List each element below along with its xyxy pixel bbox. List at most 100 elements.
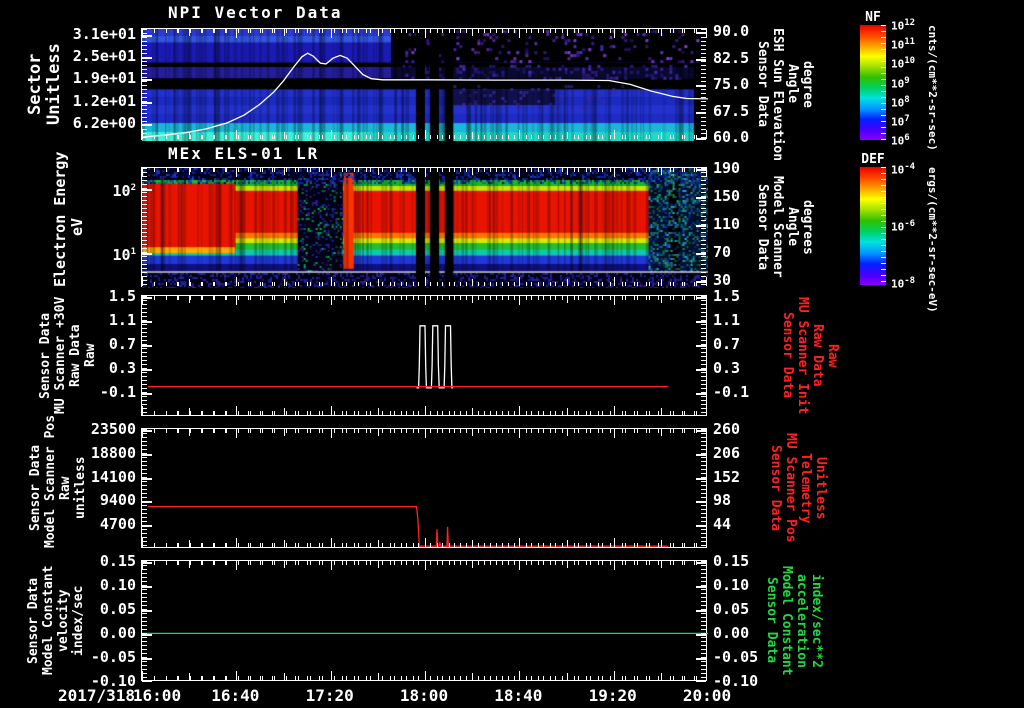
x-tick xyxy=(212,543,214,547)
x-tick xyxy=(684,543,686,547)
x-tick xyxy=(330,130,332,139)
x-tick xyxy=(259,411,261,415)
y-tick-label-right: 0.05 xyxy=(713,600,750,618)
x-tick xyxy=(389,429,391,433)
modelconst-series-plot xyxy=(142,632,708,635)
axis-title-line: index/sec**2 xyxy=(809,573,824,668)
x-tick xyxy=(189,408,191,415)
scannerpos-series-plot xyxy=(147,505,669,547)
x-tick xyxy=(413,135,415,139)
x-tick xyxy=(706,538,707,547)
y-tick-right xyxy=(696,321,706,324)
x-tick xyxy=(531,543,533,547)
x-tick xyxy=(660,540,662,547)
x-tick xyxy=(507,282,509,286)
x-tick xyxy=(177,411,179,415)
x-tick xyxy=(460,411,462,415)
npi-spectrogram xyxy=(142,29,708,141)
npi-line xyxy=(141,52,709,138)
x-tick xyxy=(554,135,556,139)
x-tick xyxy=(307,676,309,680)
x-tick xyxy=(236,429,238,438)
x-tick xyxy=(366,29,368,33)
x-tick xyxy=(354,135,356,139)
x-tick xyxy=(625,29,627,33)
x-tick xyxy=(601,676,603,680)
x-tick xyxy=(660,296,662,303)
x-tick xyxy=(377,29,379,36)
x-tick xyxy=(660,132,662,139)
x-tick xyxy=(660,429,662,436)
x-tick xyxy=(142,29,143,38)
x-tick xyxy=(224,543,226,547)
x-tick xyxy=(271,429,273,433)
x-tick xyxy=(413,561,415,565)
y-tick-left xyxy=(142,453,152,456)
x-tick xyxy=(672,411,674,415)
axis-title-line: Sensor Data xyxy=(28,444,43,532)
axis-title-line: Sensor Data xyxy=(755,183,770,271)
x-tick xyxy=(483,676,485,680)
x-tick xyxy=(649,676,651,680)
x-tick xyxy=(318,29,320,33)
x-tick xyxy=(531,168,533,172)
x-tick xyxy=(448,429,450,433)
colorbar-tick-label: 1010 xyxy=(891,56,916,71)
x-tick xyxy=(578,561,580,565)
x-tick xyxy=(495,411,497,415)
x-tick xyxy=(377,168,379,175)
x-tick xyxy=(259,168,261,172)
x-tick xyxy=(212,168,214,172)
y-tick-label-right: 30 xyxy=(713,271,732,290)
x-tick xyxy=(425,296,426,305)
x-tick xyxy=(248,411,250,415)
x-tick xyxy=(460,429,462,433)
x-tick xyxy=(460,296,462,300)
x-tick xyxy=(448,29,450,33)
x-tick xyxy=(649,411,651,415)
x-tick xyxy=(377,673,379,680)
x-tick xyxy=(448,296,450,300)
x-tick xyxy=(153,676,155,680)
x-tick xyxy=(248,676,250,680)
x-tick xyxy=(601,543,603,547)
x-tick xyxy=(566,540,568,547)
y-tick-right xyxy=(696,680,706,682)
x-tick xyxy=(177,168,179,172)
x-tick xyxy=(295,282,297,286)
x-tick xyxy=(142,561,143,570)
x-tick xyxy=(189,429,191,436)
x-tick xyxy=(495,29,497,33)
x-tick xyxy=(472,561,474,568)
x-tick xyxy=(507,543,509,547)
x-tick xyxy=(460,168,462,172)
npi-series-plot xyxy=(141,52,709,138)
x-tick xyxy=(625,135,627,139)
x-tick xyxy=(389,561,391,565)
x-tick xyxy=(542,282,544,286)
x-tick xyxy=(248,543,250,547)
x-tick xyxy=(578,282,580,286)
x-tick xyxy=(660,168,662,175)
x-tick xyxy=(660,408,662,415)
x-tick xyxy=(413,296,415,300)
x-tick xyxy=(224,296,226,300)
x-tick xyxy=(307,135,309,139)
x-tick xyxy=(389,168,391,172)
x-tick xyxy=(248,168,250,172)
x-tick xyxy=(590,561,592,565)
x-tick xyxy=(601,29,603,33)
x-tick xyxy=(342,296,344,300)
y-minor-ticks xyxy=(701,296,706,415)
y-tick-label-right: 0.00 xyxy=(713,623,750,642)
colorbar-units-line: ergs/(cm**2-sr-sec-eV) xyxy=(926,167,939,313)
x-tick xyxy=(165,168,167,172)
y-tick-right xyxy=(696,633,706,636)
x-tick xyxy=(425,168,426,177)
x-tick xyxy=(165,282,167,286)
x-tick xyxy=(153,411,155,415)
x-tick xyxy=(295,135,297,139)
axis-title-line: acceleration xyxy=(794,573,809,668)
x-tick xyxy=(507,29,509,33)
axis-title-line: Raw Data xyxy=(810,324,825,387)
